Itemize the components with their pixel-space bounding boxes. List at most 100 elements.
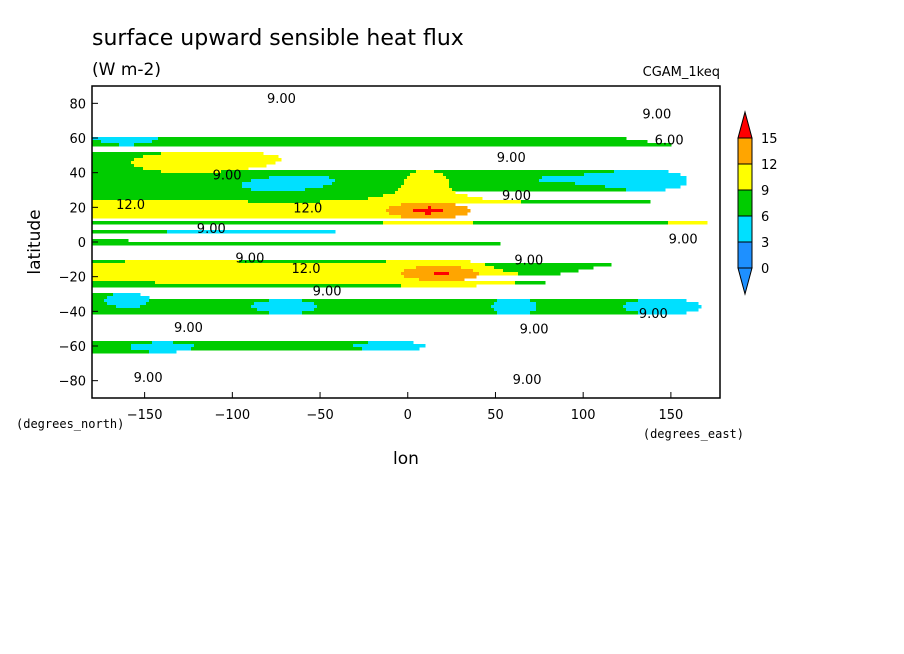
contour-cell bbox=[116, 305, 141, 309]
y-tick-label: 40 bbox=[69, 167, 86, 182]
contour-cell bbox=[389, 206, 429, 210]
contour-label: 9.00 bbox=[235, 252, 264, 267]
contour-cell bbox=[92, 194, 384, 198]
contour-cell bbox=[92, 137, 159, 141]
contour-cell bbox=[92, 158, 135, 162]
contour-cell bbox=[92, 164, 135, 168]
contour-cell bbox=[575, 182, 687, 186]
contour-cell bbox=[251, 188, 306, 192]
contour-cell bbox=[134, 164, 267, 168]
contour-cell bbox=[494, 266, 594, 270]
contour-label: 9.00 bbox=[502, 189, 531, 204]
colorbar-segment bbox=[737, 215, 753, 243]
contour-cell bbox=[251, 179, 336, 183]
contour-cell bbox=[530, 299, 639, 303]
contour-cell bbox=[302, 299, 498, 303]
contour-cell bbox=[107, 296, 150, 300]
contour-cell bbox=[92, 347, 132, 351]
colorbar-tick-label: 3 bbox=[761, 236, 769, 251]
contour-cell bbox=[398, 188, 453, 192]
contour-cell bbox=[143, 155, 279, 159]
colorbar-tick-label: 9 bbox=[761, 184, 769, 199]
contour-cell bbox=[449, 185, 606, 189]
contour-cell bbox=[305, 188, 399, 192]
y-axis: 80 60 40 20 0 −20 −40 −60 −80 bbox=[59, 97, 98, 390]
contour-cell bbox=[92, 173, 411, 177]
contour-cell bbox=[257, 308, 315, 312]
contour-cell bbox=[386, 260, 471, 264]
contour-cell bbox=[149, 350, 177, 354]
contour-cell bbox=[92, 209, 387, 213]
contour-cell bbox=[368, 341, 414, 345]
contour-cell bbox=[395, 191, 456, 195]
contour-cell bbox=[194, 344, 354, 348]
contour-cell bbox=[407, 176, 447, 180]
x-tick-label: 0 bbox=[404, 408, 412, 423]
contour-cell bbox=[515, 281, 546, 285]
contour-cell bbox=[614, 170, 669, 174]
contour-cell bbox=[101, 140, 153, 144]
contour-cell bbox=[623, 305, 702, 309]
contour-cell bbox=[449, 179, 540, 183]
contour-cell bbox=[530, 311, 639, 315]
x-tick-label: 50 bbox=[487, 408, 504, 423]
contour-label: 9.00 bbox=[134, 371, 163, 386]
contour-cell bbox=[410, 173, 444, 177]
contour-label: 9.00 bbox=[669, 233, 698, 248]
contour-cell bbox=[434, 272, 450, 276]
contour-cell bbox=[92, 179, 252, 183]
contour-cell bbox=[143, 167, 249, 171]
contour-cell bbox=[584, 173, 681, 177]
x-axis-label: lon bbox=[393, 449, 419, 469]
colorbar-segment bbox=[737, 163, 753, 191]
colorbar-extend-min bbox=[737, 267, 753, 296]
colorbar-extend-max bbox=[737, 110, 753, 139]
colorbar-tick-label: 12 bbox=[761, 158, 778, 173]
colorbar-tick-label: 15 bbox=[761, 132, 778, 147]
contour-cell bbox=[419, 278, 465, 282]
contour-cell bbox=[113, 293, 141, 297]
x-tick-label: −150 bbox=[127, 408, 163, 423]
contour-cell bbox=[539, 179, 687, 183]
contour-cell bbox=[239, 260, 387, 264]
x-axis-units: (degrees_east) bbox=[643, 427, 744, 441]
y-tick-label: −40 bbox=[59, 305, 86, 320]
contour-cell bbox=[92, 302, 108, 306]
contour-cell bbox=[92, 278, 420, 282]
contour-cell bbox=[161, 170, 222, 174]
contour-cell bbox=[92, 305, 117, 309]
contour-cell bbox=[446, 176, 543, 180]
contour-cell bbox=[494, 302, 537, 306]
y-tick-label: −20 bbox=[59, 271, 86, 286]
contour-label: 9.00 bbox=[213, 168, 242, 183]
contour-cell bbox=[536, 308, 627, 312]
contour-cell bbox=[92, 203, 402, 207]
y-tick-label: −80 bbox=[59, 375, 86, 390]
contour-cell bbox=[155, 281, 516, 285]
colorbar-segment bbox=[737, 241, 753, 269]
contour-cell bbox=[449, 182, 576, 186]
contour-cell bbox=[92, 188, 252, 192]
contour-label: 9.00 bbox=[267, 92, 296, 107]
contour-label: 9.00 bbox=[313, 285, 342, 300]
contour-cell bbox=[626, 308, 699, 312]
x-tick-label: −50 bbox=[306, 408, 333, 423]
contour-cell bbox=[173, 341, 369, 345]
contour-label: 9.00 bbox=[639, 307, 668, 322]
y-tick-label: 20 bbox=[69, 201, 86, 216]
colorbar: 0 3 6 9 12 15 bbox=[737, 110, 778, 296]
contour-cell bbox=[452, 188, 627, 192]
x-tick-label: 150 bbox=[658, 408, 683, 423]
contour-cell bbox=[473, 269, 504, 273]
contour-label: 9.00 bbox=[197, 222, 226, 237]
contour-cell bbox=[251, 305, 318, 309]
contour-cell bbox=[92, 176, 270, 180]
contour-cell bbox=[416, 170, 435, 174]
contour-cell bbox=[302, 311, 498, 315]
contour-cell bbox=[269, 311, 303, 315]
contour-cell bbox=[92, 296, 108, 300]
contour-cell bbox=[383, 194, 468, 198]
contour-cell bbox=[158, 137, 627, 141]
contour-cell bbox=[383, 221, 474, 225]
contour-cell bbox=[92, 215, 402, 219]
